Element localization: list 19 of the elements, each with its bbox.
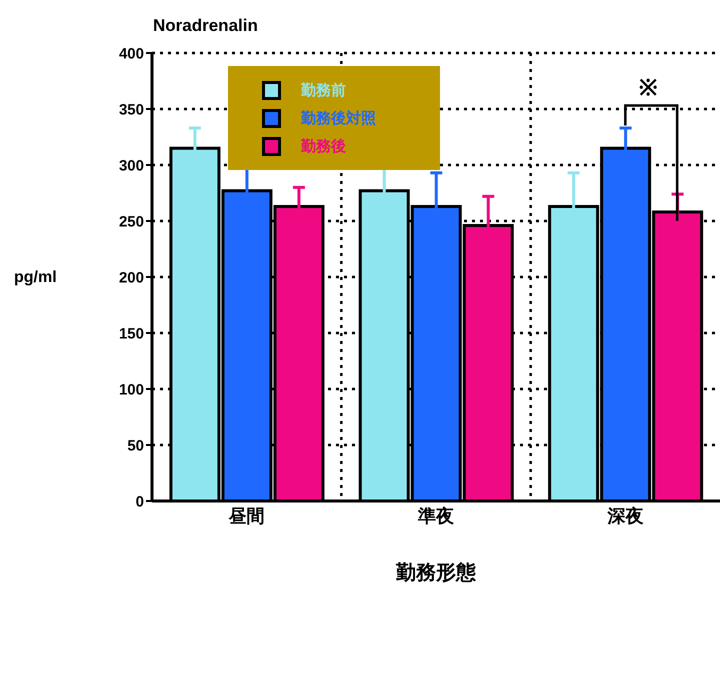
y-tick-label: 0 bbox=[136, 493, 144, 510]
y-tick-label: 400 bbox=[118, 45, 144, 62]
chart-title: Noradrenalin bbox=[153, 16, 258, 36]
legend-label: 勤務後 bbox=[301, 136, 346, 156]
y-tick-label: 200 bbox=[118, 269, 144, 286]
y-tick-label: 250 bbox=[118, 213, 144, 230]
legend-label: 勤務後対照 bbox=[301, 108, 376, 128]
y-tick-label: 350 bbox=[118, 101, 144, 118]
y-tick-label: 50 bbox=[127, 437, 144, 454]
y-axis-title: pg/ml bbox=[14, 269, 57, 287]
x-tick-label: 深夜 bbox=[606, 506, 644, 526]
legend-label: 勤務前 bbox=[301, 80, 346, 100]
x-axis-title: 勤務形態 bbox=[395, 561, 477, 584]
y-tick-label: 300 bbox=[118, 157, 144, 174]
y-tick-label: 100 bbox=[118, 381, 144, 398]
y-tick-label: 150 bbox=[118, 325, 144, 342]
x-tick-label: 準夜 bbox=[417, 506, 454, 526]
annotation: ※ bbox=[639, 74, 658, 102]
x-tick-label: 昼間 bbox=[228, 506, 265, 526]
